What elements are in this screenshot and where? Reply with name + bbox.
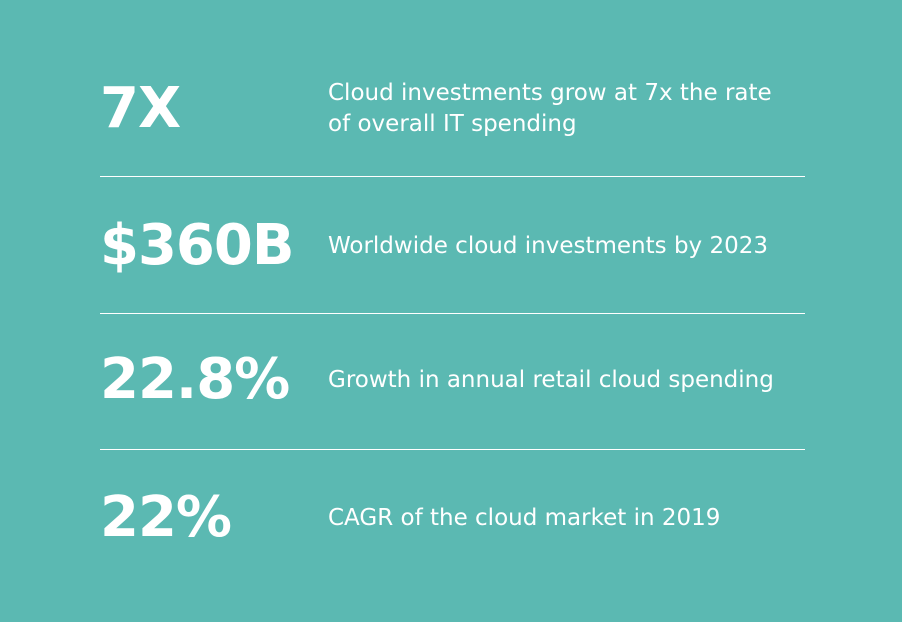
stat-row-worldwide-investments: $360B Worldwide cloud investments by 202… — [100, 218, 805, 274]
stat-row-cloud-cagr: 22% CAGR of the cloud market in 2019 — [100, 490, 805, 546]
divider — [100, 449, 805, 450]
stat-description: CAGR of the cloud market in 2019 — [328, 504, 721, 531]
stat-description: Growth in annual retail cloud spending — [328, 366, 774, 393]
stat-value: $360B — [100, 213, 295, 278]
stat-value: 22% — [100, 485, 232, 550]
stat-description: Cloud investments grow at 7x the rate of… — [328, 80, 772, 137]
stat-description: Worldwide cloud investments by 2023 — [328, 232, 768, 259]
divider — [100, 176, 805, 177]
stat-value: 7X — [100, 76, 181, 141]
stat-row-retail-cloud-spending: 22.8% Growth in annual retail cloud spen… — [100, 352, 805, 408]
stat-row-cloud-growth: 7X Cloud investments grow at 7x the rate… — [100, 78, 805, 140]
divider — [100, 313, 805, 314]
stat-value: 22.8% — [100, 347, 290, 412]
